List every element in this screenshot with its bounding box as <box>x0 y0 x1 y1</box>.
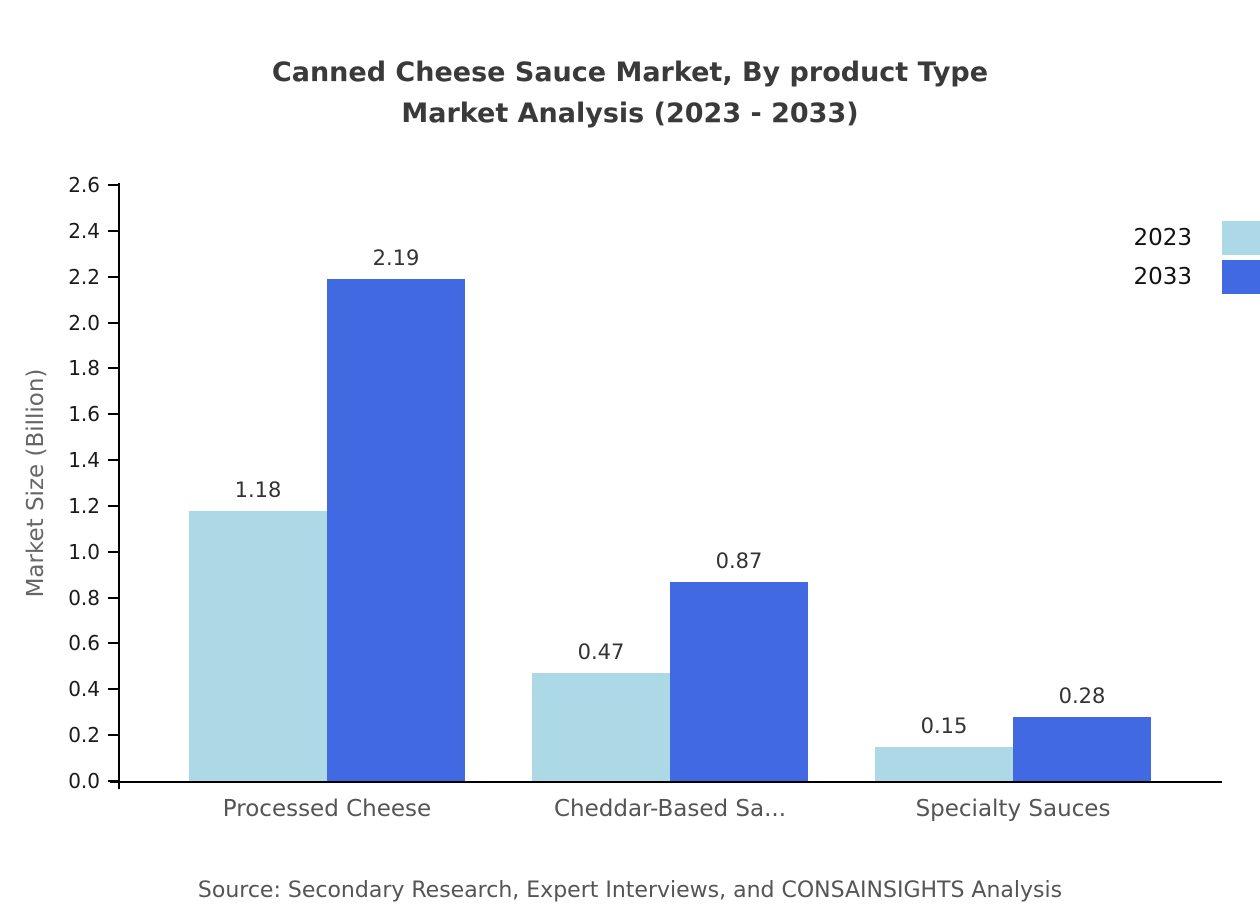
bar-value-2023-cheddar-based-sa: 0.47 <box>577 640 625 665</box>
bar-2033-processed-cheese <box>327 278 465 781</box>
bar-value-2023-processed-cheese: 1.18 <box>234 477 282 502</box>
y-tick-label: 1.0 <box>68 539 100 564</box>
legend-swatch-2023 <box>1222 221 1260 255</box>
y-tick-label: 1.8 <box>68 356 100 381</box>
bar-2033-specialty-sauces <box>1013 716 1151 781</box>
y-tick-label: 2.0 <box>68 310 100 335</box>
y-tick-label: 2.6 <box>68 173 100 197</box>
bar-2033-cheddar-based-sa <box>670 581 808 781</box>
y-axis-line <box>118 183 120 789</box>
y-tick-label: 1.2 <box>68 493 100 518</box>
y-tick-mark <box>108 596 118 599</box>
chart-title-line2: Market Analysis (2023 - 2033) <box>401 98 859 129</box>
y-tick-label: 1.6 <box>68 402 100 427</box>
y-tick-mark <box>108 780 118 782</box>
y-tick-mark <box>108 367 118 370</box>
y-tick-label: 0.8 <box>68 585 100 610</box>
legend-swatch-2033 <box>1222 260 1260 294</box>
y-tick-label: 1.4 <box>68 448 100 473</box>
y-tick-mark <box>108 734 118 737</box>
y-tick-label: 0.0 <box>68 769 100 793</box>
y-tick-mark <box>108 642 118 645</box>
y-tick-mark <box>108 184 118 186</box>
chart-title-line1: Canned Cheese Sauce Market, By product T… <box>271 57 989 88</box>
category-label-processed-cheese: Processed Cheese <box>222 796 432 822</box>
category-label-specialty-sauces: Specialty Sauces <box>915 796 1111 822</box>
bar-2023-cheddar-based-sa <box>532 673 670 781</box>
category-label-cheddar-based-sa: Cheddar-Based Sa... <box>553 796 787 822</box>
y-tick-mark <box>108 688 118 691</box>
y-tick-label: 2.4 <box>68 218 100 243</box>
y-tick-mark <box>108 550 118 553</box>
legend-label-2033: 2033 <box>1133 264 1192 290</box>
y-tick-mark <box>108 504 118 507</box>
y-axis-label: Market Size (Billion) <box>23 368 49 598</box>
bar-2023-processed-cheese <box>189 510 327 781</box>
y-tick-label: 0.2 <box>68 723 100 748</box>
legend-label-2023: 2023 <box>1133 225 1192 251</box>
y-tick-label: 2.2 <box>68 264 100 289</box>
y-tick-label: 0.4 <box>68 677 100 702</box>
x-axis-line <box>110 781 1222 783</box>
y-tick-mark <box>108 275 118 278</box>
y-tick-mark <box>108 321 118 324</box>
bar-value-2023-specialty-sauces: 0.15 <box>920 713 968 738</box>
chart-title: Canned Cheese Sauce Market, By product T… <box>0 52 1260 134</box>
source-note: Source: Secondary Research, Expert Inter… <box>197 878 1063 903</box>
bar-value-2033-specialty-sauces: 0.28 <box>1058 683 1106 708</box>
bar-value-2033-cheddar-based-sa: 0.87 <box>715 548 763 573</box>
bar-value-2033-processed-cheese: 2.19 <box>372 245 420 270</box>
y-tick-mark <box>108 459 118 462</box>
y-tick-mark <box>108 229 118 232</box>
y-tick-label: 0.6 <box>68 631 100 656</box>
bar-2023-specialty-sauces <box>875 746 1013 781</box>
y-tick-mark <box>108 413 118 416</box>
